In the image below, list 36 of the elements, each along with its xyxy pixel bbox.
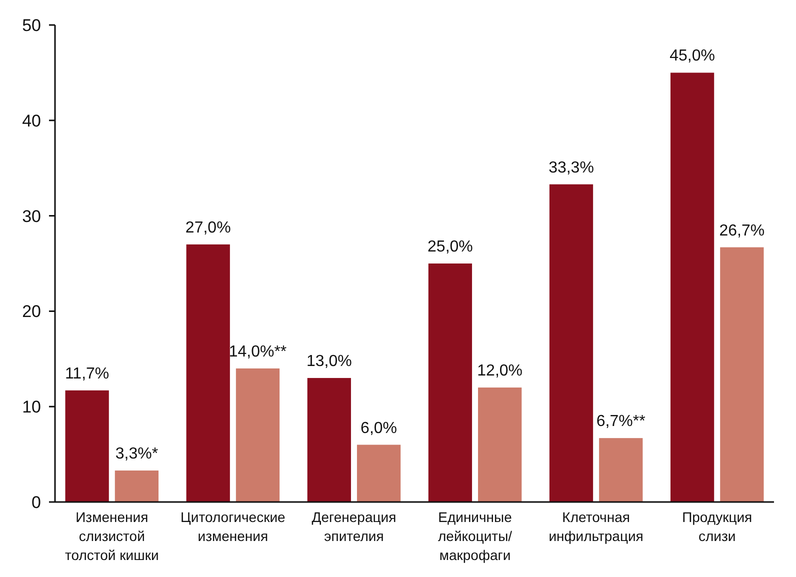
data-label: 25,0% [428,238,473,256]
bar [428,264,472,502]
data-label: 13,0% [306,352,352,370]
x-tick-label: Дегенерация эпителия [312,509,396,544]
data-label: 45,0% [670,48,715,65]
x-tick-label: Цитологические изменения [180,509,286,544]
bar [65,390,109,502]
data-label: 6,7%** [596,413,646,430]
bar [186,244,230,502]
y-tick-label: 10 [22,398,41,417]
y-tick-label: 30 [22,206,41,226]
data-label: 6,0% [360,420,398,437]
bar [549,184,594,502]
y-tick-label: 50 [22,16,41,35]
x-tick-label: Единичные лейкоциты/ макрофаги [438,509,512,563]
bar [478,388,522,502]
bar [356,444,401,502]
y-tick-label: 40 [22,111,41,130]
data-label: 26,7% [719,222,765,240]
y-tick-label: 0 [32,492,41,512]
bar [599,438,643,502]
y-tick-label: 20 [22,302,41,322]
data-label: 27,0% [185,219,231,236]
x-tick-label: Клеточная инфильтрация [548,509,644,544]
bar [307,378,351,502]
data-label: 33,3% [548,159,594,176]
x-tick-label: Изменения слизистой толстой кишки [65,509,159,563]
bar [720,247,764,502]
data-label: 14,0%** [228,343,287,360]
data-label: 12,0% [477,362,523,380]
data-label: 3,3%* [115,446,158,463]
x-tick-label: Продукция слизи [682,509,752,544]
data-label: 11,7% [64,365,110,382]
bar [670,72,714,502]
bar [236,368,280,502]
bar [114,470,159,502]
